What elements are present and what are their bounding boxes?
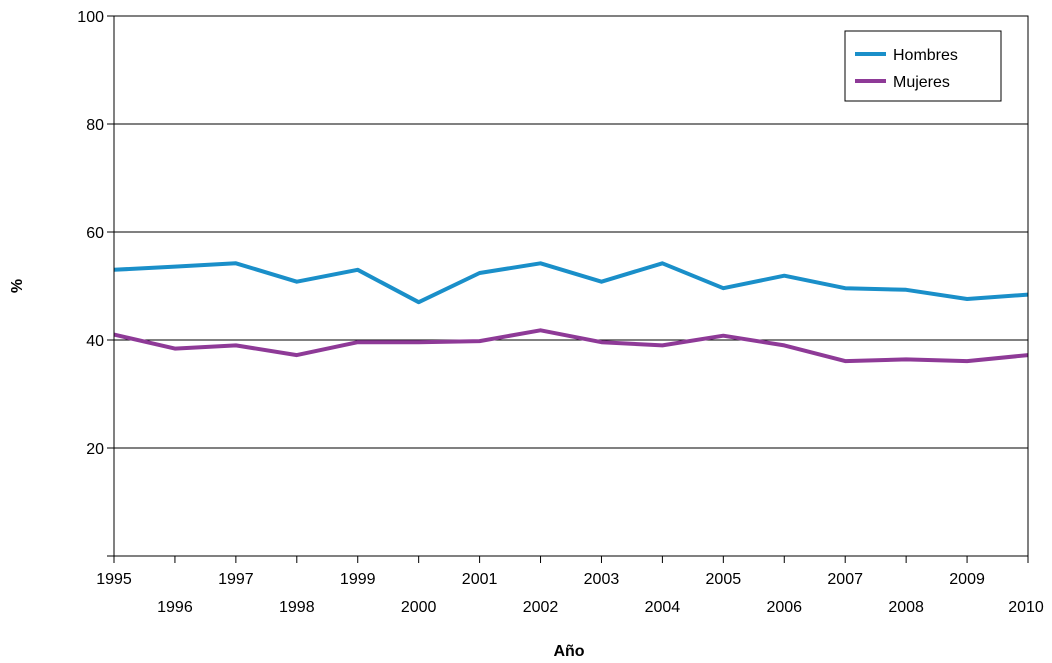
y-axis-title: % <box>9 279 26 293</box>
gridlines <box>114 123 1028 449</box>
x-axis-title: Año <box>553 643 584 660</box>
x-tick-label-1998: 1998 <box>279 599 315 616</box>
y-tick-label-100: 100 <box>77 9 104 26</box>
legend-label-hombres: Hombres <box>893 47 958 64</box>
x-tick-label-2007: 2007 <box>827 571 863 588</box>
x-tick-label-2004: 2004 <box>645 599 681 616</box>
x-tick-label-2003: 2003 <box>584 571 620 588</box>
x-tick-label-2001: 2001 <box>462 571 498 588</box>
x-tick-label-2010: 2010 <box>1008 599 1044 616</box>
series-line-hombres <box>113 261 1029 305</box>
x-tick-label-2002: 2002 <box>523 599 559 616</box>
y-tick-label-20: 20 <box>86 441 104 458</box>
series-line-mujeres <box>113 328 1029 364</box>
x-tick-label-1997: 1997 <box>218 571 254 588</box>
plot-frame <box>113 15 1029 557</box>
y-tick-label-80: 80 <box>86 117 104 134</box>
x-tick-label-2006: 2006 <box>766 599 802 616</box>
y-tick-label-60: 60 <box>86 225 104 242</box>
legend-box <box>844 30 1002 102</box>
x-axis-ticks: 1995 1996 1997 1998 1999 2000 2001 2002 2003 2004… <box>96 556 1044 616</box>
legend-label-mujeres: Mujeres <box>893 74 950 91</box>
x-tick-label-2000: 2000 <box>401 599 437 616</box>
x-tick-label-1995: 1995 <box>96 571 132 588</box>
y-tick-label-40: 40 <box>86 333 104 350</box>
legend: Hombres Mujeres <box>844 30 1002 102</box>
x-tick-label-2005: 2005 <box>706 571 742 588</box>
x-tick-label-1996: 1996 <box>157 599 193 616</box>
series-lines <box>113 261 1029 364</box>
x-tick-label-2008: 2008 <box>888 599 924 616</box>
y-axis-ticks: 20 40 60 80 100 <box>77 9 114 557</box>
x-tick-label-2009: 2009 <box>949 571 985 588</box>
x-tick-label-1999: 1999 <box>340 571 376 588</box>
